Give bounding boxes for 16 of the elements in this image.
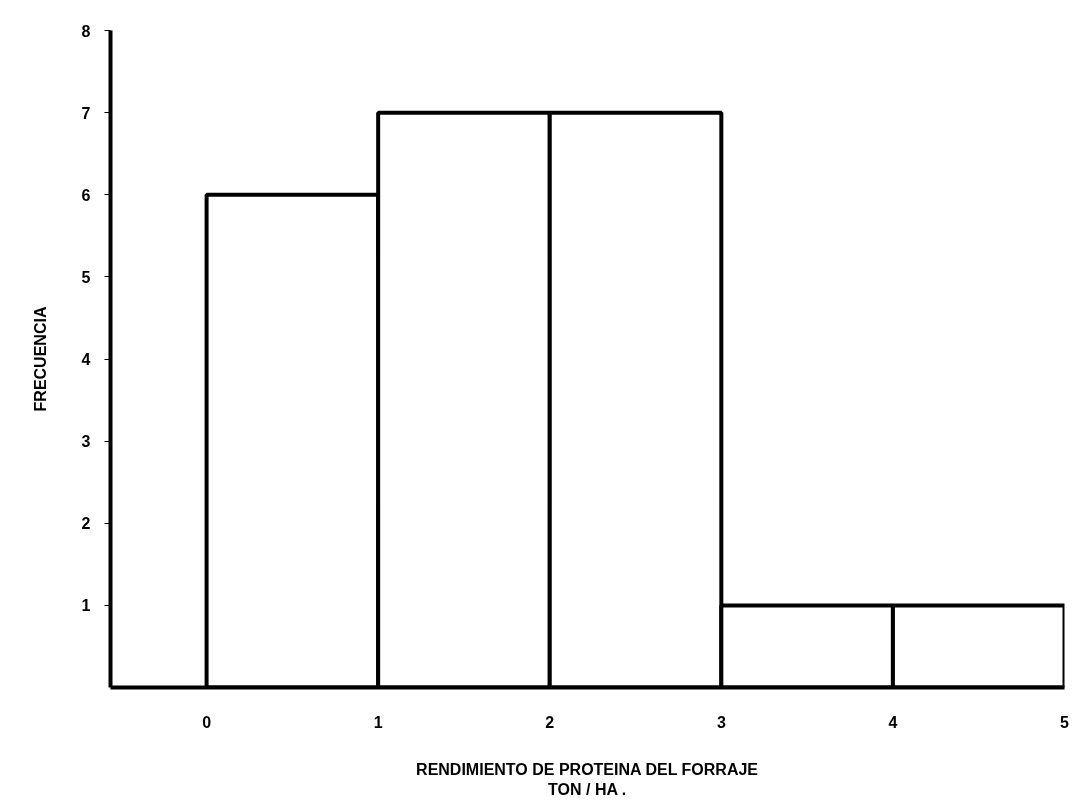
x-tick-label: 4 bbox=[888, 713, 898, 731]
y-tick-label: 5 bbox=[81, 268, 91, 286]
y-axis-title: FRECUENCIA bbox=[31, 306, 49, 412]
x-tick-label: 0 bbox=[202, 713, 212, 731]
x-tick-label: 3 bbox=[716, 713, 726, 731]
y-tick-label: 8 bbox=[81, 22, 91, 40]
y-tick-label: 7 bbox=[81, 104, 91, 122]
y-tick-label: 3 bbox=[81, 433, 91, 451]
x-tick-label: 2 bbox=[545, 713, 555, 731]
y-tick-label: 4 bbox=[81, 351, 91, 368]
y-tick-label: 2 bbox=[81, 515, 91, 533]
x-axis-title: RENDIMIENTO DE PROTEINA DEL FORRAJE TON / HA . bbox=[416, 760, 759, 798]
y-tick-label: 6 bbox=[81, 186, 91, 204]
y-tick-label: 1 bbox=[81, 597, 91, 615]
x-tick-label: 5 bbox=[1060, 713, 1070, 731]
x-tick-label: 1 bbox=[373, 713, 383, 731]
